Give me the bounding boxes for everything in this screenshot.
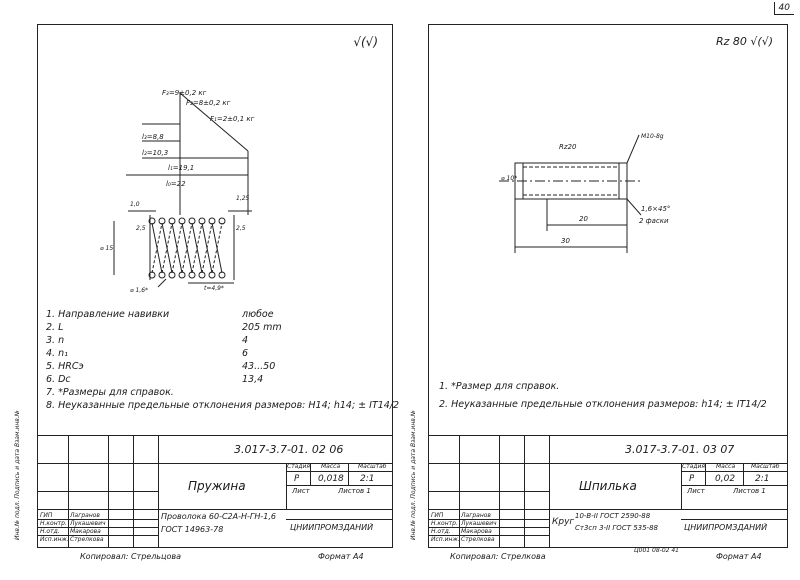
- dim-length-30: 30: [561, 237, 570, 245]
- side-label-right: Инв.№ подл. Подпись и дата Взам.инв.№: [410, 410, 417, 540]
- dim-l0: l₀=22: [166, 180, 186, 188]
- designation: 3.017-3.7-01. 02 06: [234, 443, 344, 456]
- mass-value-right: 0,02: [715, 474, 736, 484]
- format-right: Формат А4: [716, 552, 762, 561]
- spec-row: 5. HRCэ 43...50: [46, 361, 276, 372]
- dim-2-5-right: 2,5: [236, 225, 246, 232]
- role-4: Исп.инж.: [40, 536, 69, 543]
- dim-diameter: ⌀ 15: [100, 245, 114, 252]
- person-4: Стрелкова: [70, 536, 104, 543]
- organization-right: ЦНИИПРОМЗДАНИЙ: [684, 523, 768, 532]
- dim-1-0: 1,0: [130, 201, 140, 208]
- person-3-right: Макарова: [461, 528, 492, 535]
- note-2-right: 2. Неуказанные предельные отклонения раз…: [439, 399, 767, 410]
- role-3-right: Н.отд.: [431, 528, 451, 535]
- dim-diameter-right: ⌀ 10*: [501, 175, 518, 182]
- material-line-2: ГОСТ 14963-78: [161, 525, 224, 534]
- stage-header: Стадия: [287, 463, 311, 470]
- dim-wire: ⌀ 1,6*: [130, 287, 149, 294]
- title-block-right: 3.017-3.7-01. 03 07 Шпилька Стадия Масса…: [429, 435, 787, 547]
- mass-value: 0,018: [318, 474, 344, 484]
- scale-header-right: Масштаб: [751, 463, 780, 470]
- force-f2: F₂=8±0,2 кг: [186, 99, 231, 107]
- dim-l3: l₃=8,8: [142, 133, 164, 141]
- force-f1: F₁=2±0,1 кг: [210, 115, 255, 123]
- role-1: ГИП: [40, 512, 53, 519]
- drawing-sheet-stud: Rz 80 √(√) Rz20 M10-8g ⌀ 10* 1,6×45° 2 ф…: [428, 24, 788, 548]
- mass-header: Масса: [321, 463, 341, 470]
- spec-row: 3. n 4: [46, 335, 249, 346]
- side-label-left: Инв.№ подл. Подпись и дата Взам.инв.№: [14, 410, 21, 540]
- spec-row: 2. L 205 mm: [46, 322, 282, 333]
- spring-drawing: [113, 91, 252, 288]
- spec-list: 1. Направление навивки любое 2. L 205 mm…: [46, 309, 400, 413]
- page-number: 40: [773, 2, 794, 15]
- mass-header-right: Масса: [716, 463, 736, 470]
- material-line-1-right: 10-В-II ГОСТ 2590-88: [575, 512, 651, 520]
- sheets-label-right: Листов 1: [733, 487, 766, 495]
- material-line-1: Проволока 60-C2A-H-ГН-1,6: [161, 512, 276, 521]
- spec-row: 6. Dc 13,4: [46, 374, 264, 385]
- copied-by-right: Копировал: Стрелкова: [450, 552, 546, 561]
- dim-l1: l₁=19,1: [168, 164, 195, 172]
- title-block: 3.017-3.7-01. 02 06 Пружина Стадия Масса…: [38, 435, 392, 547]
- drawing-sheet-spring: √(√): [37, 24, 400, 548]
- format-left: Формат А4: [318, 552, 364, 561]
- dim-pitch: t=4,9*: [204, 285, 224, 292]
- organization: ЦНИИПРОМЗДАНИЙ: [290, 523, 374, 532]
- role-2-right: Н.контр.: [431, 520, 458, 527]
- dim-length-20: 20: [579, 215, 588, 223]
- roughness-symbol: √(√): [353, 35, 378, 49]
- spec-row: 1. Направление навивки любое: [46, 309, 274, 320]
- force-f3: F₃=9±0,2 кг: [162, 89, 207, 97]
- sheet-label-right: Лист: [687, 487, 705, 495]
- person-1: Лагранов: [70, 512, 100, 519]
- person-3: Макарова: [70, 528, 101, 535]
- copied-by-left: Копировал: Стрельцова: [80, 552, 181, 561]
- stage-header-right: Стадия: [682, 463, 706, 470]
- part-name-right: Шпилька: [579, 479, 637, 493]
- dim-thread: M10-8g: [641, 133, 664, 140]
- roughness-symbol-right: Rz 80 √(√): [715, 35, 773, 48]
- sheets-label: Листов 1: [338, 487, 371, 495]
- note-7: 7. *Размеры для справок.: [46, 387, 174, 398]
- note-8: 8. Неуказанные предельные отклонения раз…: [46, 400, 400, 411]
- scale-value: 2:1: [360, 474, 375, 484]
- part-name: Пружина: [188, 479, 246, 493]
- person-1-right: Лагранов: [461, 512, 491, 519]
- scale-value-right: 2:1: [755, 474, 770, 484]
- stamp-right: Ц001 08-02 41: [634, 547, 679, 554]
- stud-drawing: [499, 134, 642, 253]
- role-1-right: ГИП: [431, 512, 444, 519]
- role-4-right: Исп.инж.: [431, 536, 460, 543]
- role-2: Н.контр.: [40, 520, 67, 527]
- dim-chamfer-note: 2 фаски: [639, 217, 669, 225]
- role-3: Н.отд.: [40, 528, 60, 535]
- dim-1-25: 1,25: [236, 195, 250, 202]
- dim-2-5-left: 2,5: [136, 225, 146, 232]
- designation-right: 3.017-3.7-01. 03 07: [625, 443, 735, 456]
- person-2: Лукашевич: [70, 520, 106, 527]
- spec-row: 4. n₁ 6: [46, 348, 249, 359]
- dim-l2: l₂=10,3: [142, 149, 169, 157]
- dim-rz20: Rz20: [559, 143, 577, 151]
- stage-value-right: Р: [689, 474, 695, 484]
- stage-value: Р: [294, 474, 300, 484]
- material-prefix: Круг: [552, 517, 575, 527]
- material-line-2-right: Ст3сп 3-II ГОСТ 535-88: [575, 524, 658, 532]
- note-1-right: 1. *Размер для справок.: [439, 381, 560, 392]
- dim-chamfer: 1,6×45°: [641, 205, 671, 213]
- scale-header: Масштаб: [358, 463, 387, 470]
- person-4-right: Стрелкова: [461, 536, 495, 543]
- sheet-label: Лист: [292, 487, 310, 495]
- person-2-right: Лукашевич: [461, 520, 497, 527]
